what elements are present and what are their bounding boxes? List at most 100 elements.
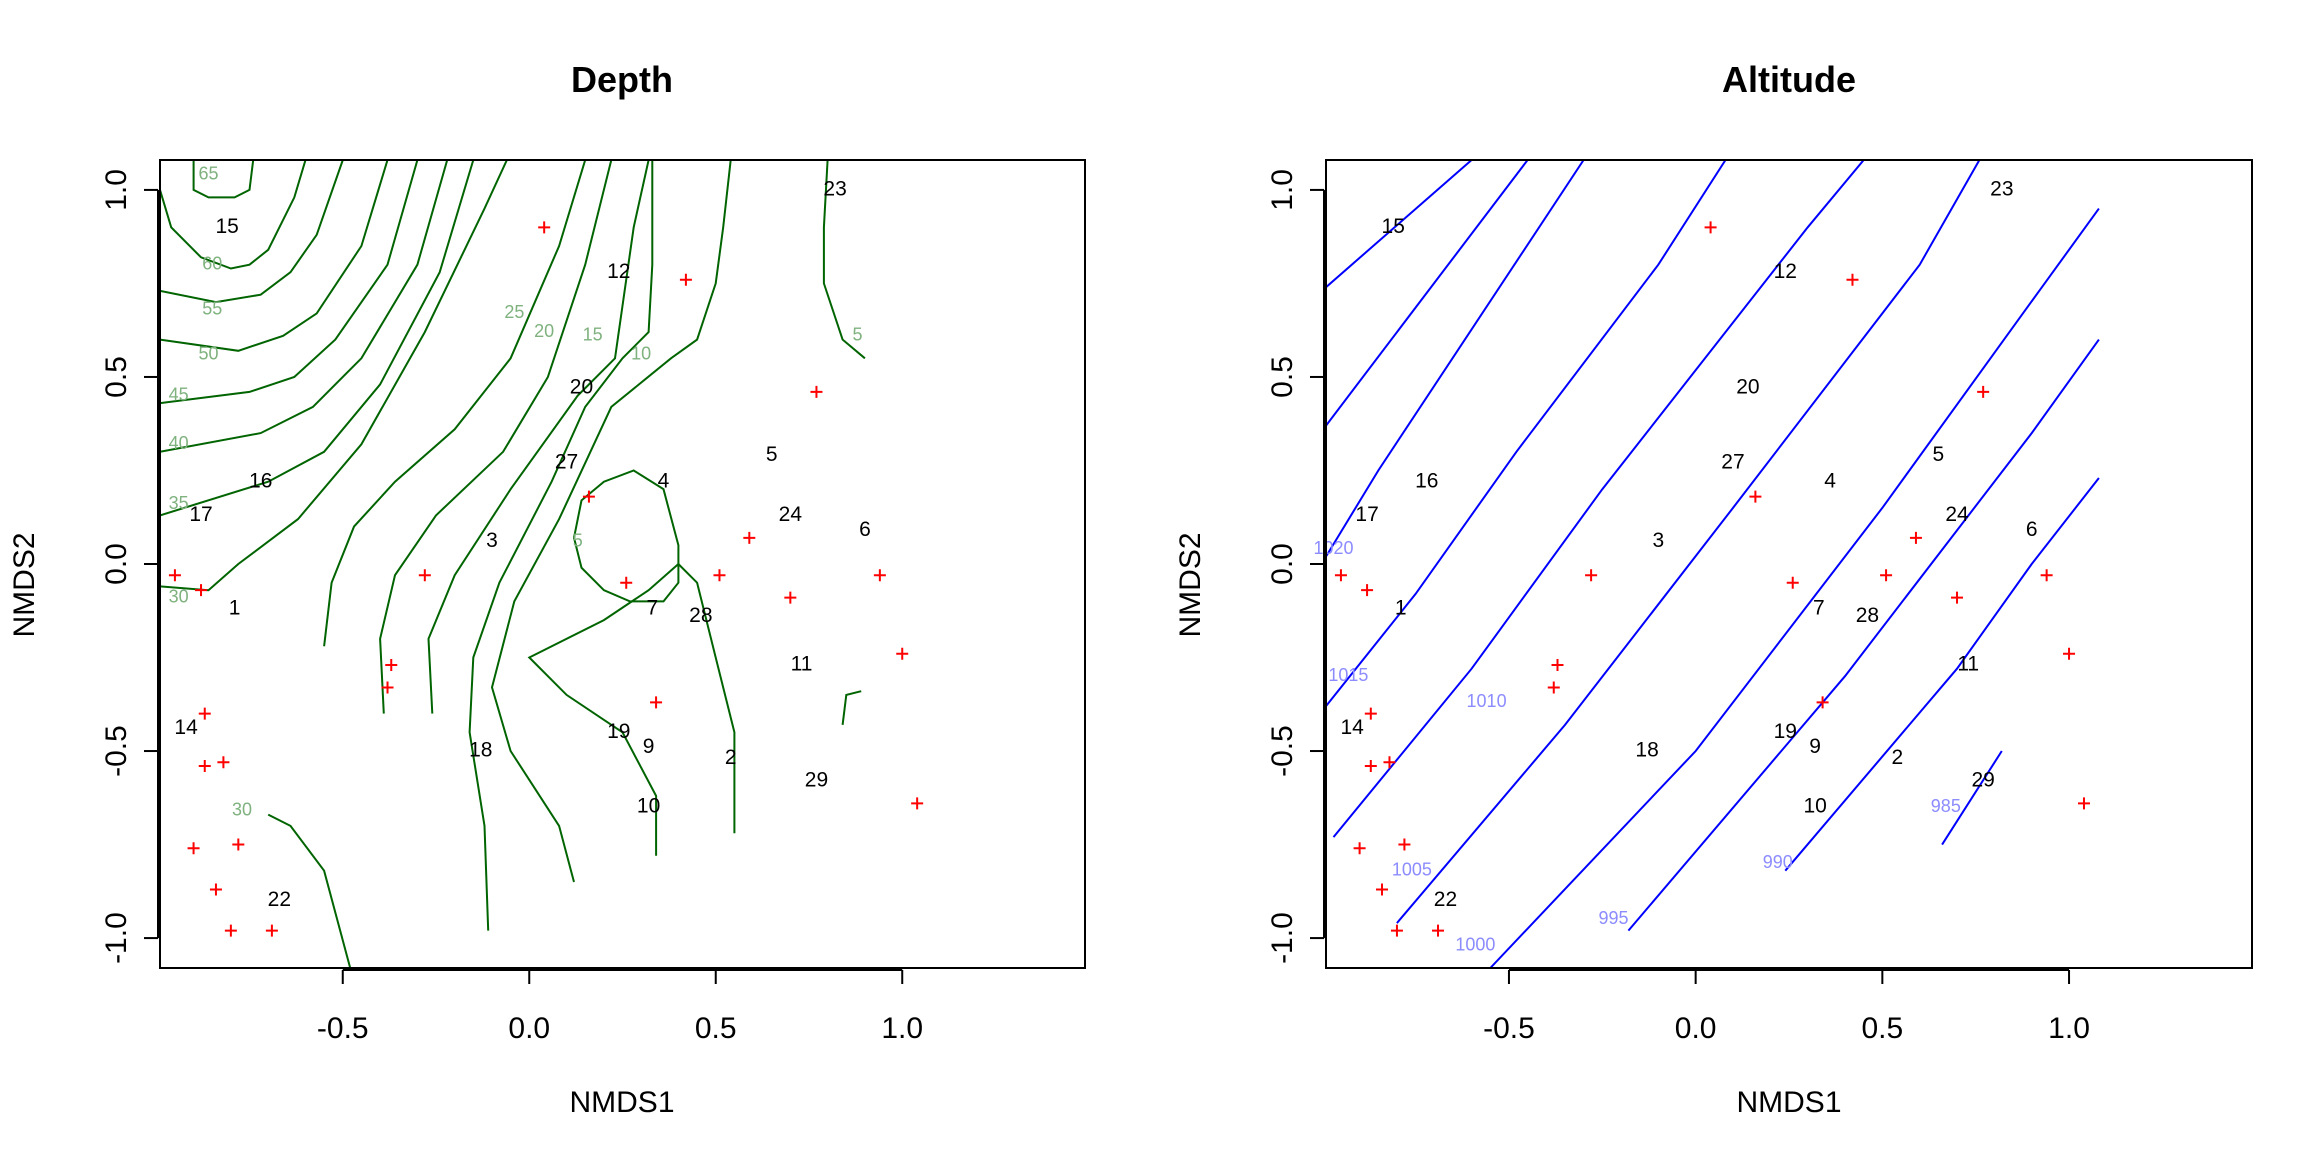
altitude-panel: Altitude NMDS1 NMDS2 1020101510101005100… (1174, 59, 2253, 1119)
altitude-site-label: 22 (1434, 888, 1457, 911)
altitude-site-point (1364, 707, 1377, 720)
altitude-site-point (1951, 591, 1964, 604)
depth-y-axis-label: NMDS2 (8, 532, 41, 637)
depth-y-tick-label: 0.0 (100, 543, 133, 585)
depth-title: Depth (571, 59, 673, 100)
depth-y-tick-label: 1.0 (100, 169, 133, 211)
depth-contour-line (379, 160, 613, 714)
depth-site-label: 7 (646, 596, 658, 619)
altitude-y-tick-label: 1.0 (1266, 169, 1299, 211)
altitude-site-point (1880, 569, 1893, 582)
altitude-site-point (1390, 924, 1403, 937)
depth-site-label: 29 (805, 769, 828, 792)
depth-contour-line (490, 160, 732, 883)
depth-contour-label: 10 (631, 343, 651, 363)
altitude-site-point (1364, 760, 1377, 772)
depth-contour-label: 40 (169, 433, 189, 453)
altitude-site-label: 20 (1736, 376, 1759, 399)
altitude-site-point (1749, 490, 1762, 503)
depth-site-label: 17 (189, 503, 212, 526)
altitude-contour-line (1326, 160, 1727, 707)
depth-x-tick-label: 1.0 (881, 1012, 923, 1045)
depth-contour-line (841, 690, 862, 726)
altitude-site-point (1704, 221, 1717, 234)
depth-site-label: 1 (229, 596, 241, 619)
altitude-contour-label: 1015 (1328, 665, 1368, 685)
altitude-contour-line (1326, 160, 1473, 288)
depth-contour-line (160, 160, 307, 270)
depth-site-point (198, 707, 211, 720)
altitude-site-label: 15 (1382, 215, 1405, 238)
altitude-contour-label: 1005 (1392, 859, 1432, 879)
altitude-site-label: 12 (1774, 260, 1797, 283)
depth-site-point (224, 924, 237, 937)
altitude-site-label: 29 (1971, 769, 1994, 792)
depth-site-point (873, 569, 886, 582)
altitude-contour-line (1941, 750, 2003, 846)
depth-y-tick-label: 0.5 (100, 356, 133, 398)
altitude-site-label: 27 (1721, 451, 1744, 474)
depth-contour-line (822, 160, 866, 360)
altitude-site-label: 14 (1340, 716, 1364, 739)
depth-plot-frame (159, 159, 1086, 969)
depth-site-label: 10 (637, 795, 660, 818)
depth-site-point (209, 883, 222, 896)
altitude-y-axis-label: NMDS2 (1174, 532, 1207, 637)
depth-site-point (385, 659, 398, 671)
depth-contour-label: 30 (169, 586, 189, 606)
depth-site-point (381, 681, 394, 694)
altitude-x-tick-label: 0.5 (1861, 1012, 1903, 1045)
altitude-site-label: 2 (1891, 746, 1903, 769)
altitude-site-label: 7 (1813, 596, 1825, 619)
altitude-site-point (1846, 273, 1859, 286)
altitude-contour-label: 1010 (1467, 691, 1507, 711)
depth-site-label: 3 (486, 529, 498, 552)
depth-contour-line (323, 160, 587, 647)
altitude-site-point (1361, 584, 1374, 597)
depth-contour-label: 15 (583, 325, 603, 345)
altitude-contour-label: 1020 (1313, 538, 1353, 558)
depth-site-label: 12 (607, 260, 630, 283)
altitude-site-label: 11 (1957, 653, 1979, 676)
depth-site-label: 19 (607, 720, 630, 743)
altitude-contour-label: 995 (1598, 908, 1628, 928)
depth-site-point (418, 569, 431, 582)
depth-site-point (896, 647, 909, 660)
depth-contour-label: 25 (504, 302, 524, 322)
altitude-y-tick-label: -1.0 (1266, 912, 1299, 964)
altitude-contour-line (1332, 160, 1865, 838)
depth-contour-line (573, 469, 680, 603)
altitude-contour-line (1489, 208, 2100, 968)
depth-site-point (168, 569, 181, 582)
depth-site-point (538, 221, 551, 234)
depth-site-label: 5 (766, 443, 778, 466)
depth-site-point (582, 490, 595, 503)
depth-site-point (713, 569, 726, 582)
altitude-contours (1326, 160, 2100, 968)
depth-contour-label: 35 (169, 493, 189, 513)
depth-contour-label: 65 (198, 164, 218, 184)
altitude-site-label: 1 (1395, 596, 1407, 619)
depth-site-label: 14 (174, 716, 198, 739)
depth-site-point (650, 696, 663, 709)
depth-site-label: 9 (643, 735, 655, 758)
depth-site-label: 6 (859, 518, 871, 541)
altitude-contour-label: 985 (1931, 796, 1961, 816)
depth-site-label: 15 (215, 215, 238, 238)
altitude-contour-line (1326, 160, 1529, 427)
altitude-y-tick-label: -0.5 (1266, 725, 1299, 777)
altitude-site-label: 16 (1415, 469, 1438, 492)
depth-site-label: 27 (555, 451, 578, 474)
altitude-site-label: 28 (1856, 604, 1879, 627)
altitude-contour-line (1396, 160, 1981, 924)
depth-site-point (217, 756, 230, 769)
altitude-contour-line (1627, 339, 2100, 932)
depth-contour-label: 45 (169, 384, 189, 404)
depth-site-point (232, 838, 245, 851)
depth-contour-line (160, 160, 475, 517)
altitude-site-label: 9 (1809, 735, 1821, 758)
depth-site-point (620, 576, 633, 589)
depth-contour-line (160, 160, 449, 453)
depth-site-point (911, 797, 924, 810)
